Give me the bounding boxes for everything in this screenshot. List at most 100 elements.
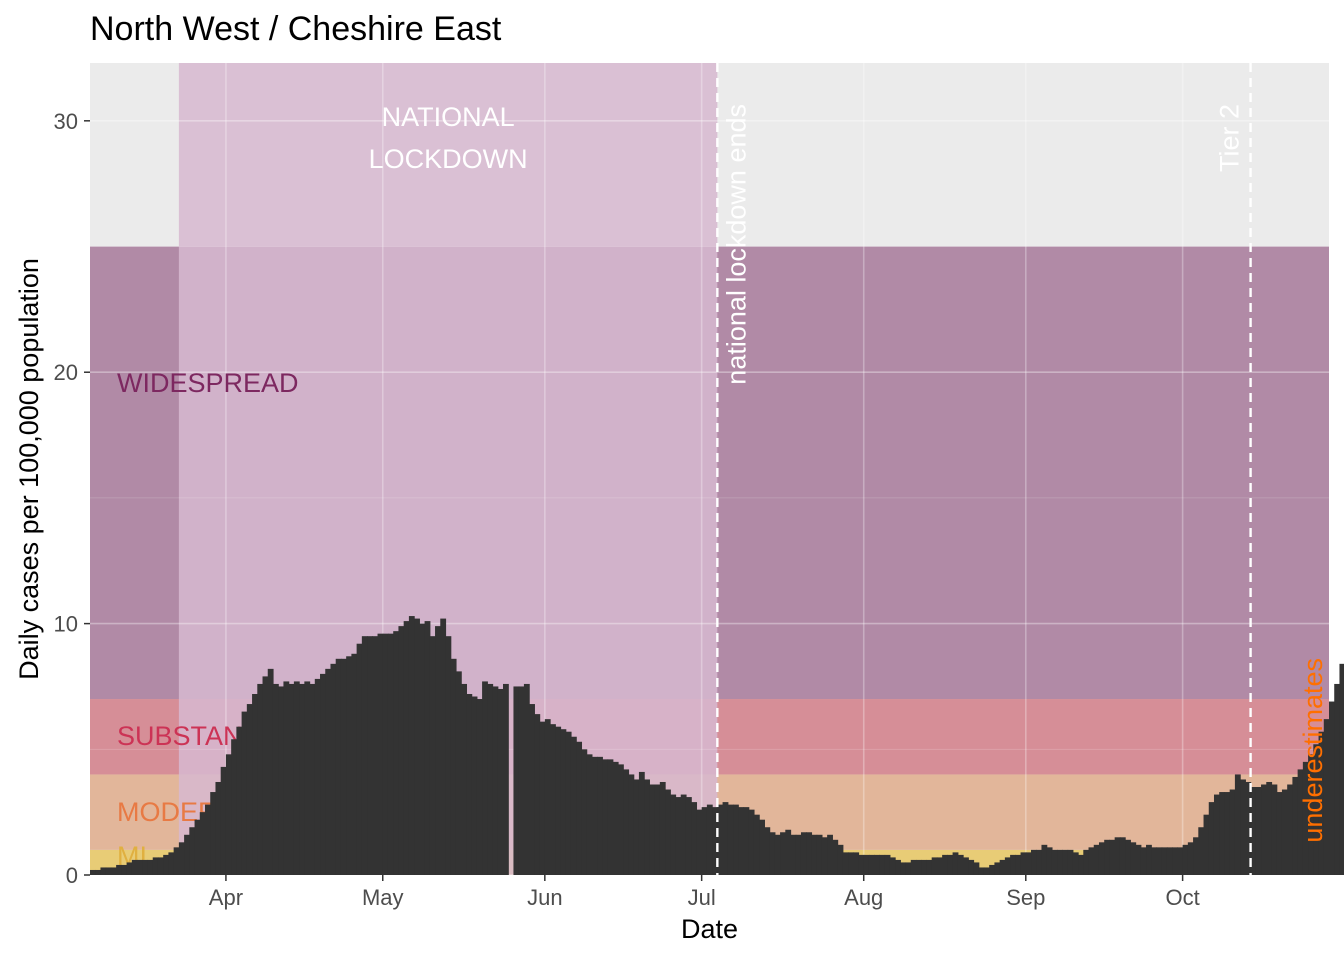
bar	[560, 729, 567, 875]
bar	[931, 857, 938, 875]
bar	[210, 792, 217, 875]
bar	[1140, 847, 1147, 875]
bar	[152, 857, 159, 875]
bar	[1051, 849, 1058, 875]
bar	[387, 633, 394, 875]
bar	[1078, 854, 1084, 875]
bar	[1323, 719, 1330, 875]
bar	[1250, 787, 1257, 875]
bar	[576, 741, 583, 875]
bar	[916, 859, 922, 875]
bar	[1234, 774, 1241, 875]
bar	[837, 844, 844, 875]
bar	[1208, 802, 1215, 875]
bar	[623, 769, 630, 875]
bar	[1104, 839, 1111, 875]
bar	[340, 658, 347, 875]
bar	[921, 859, 928, 875]
bar	[1067, 849, 1074, 875]
bar	[205, 804, 211, 875]
bar	[759, 819, 765, 875]
bar	[471, 696, 478, 875]
bar	[314, 678, 321, 875]
bar	[1308, 754, 1314, 875]
bar	[461, 683, 468, 875]
bar	[800, 832, 807, 875]
bar	[137, 859, 143, 875]
bar	[764, 827, 771, 875]
bar	[1193, 837, 1199, 875]
bar	[1135, 844, 1142, 875]
bar	[889, 857, 896, 875]
bar	[1151, 847, 1158, 875]
bar	[377, 633, 384, 875]
bar	[586, 754, 593, 875]
bar	[293, 681, 300, 875]
bar	[1010, 854, 1016, 875]
bar	[121, 864, 128, 875]
bar	[335, 658, 342, 875]
bar	[1339, 663, 1344, 875]
y-tick-label: 10	[54, 612, 78, 637]
bar	[821, 837, 828, 875]
bar	[858, 854, 865, 875]
bar	[100, 867, 107, 875]
event-label: national lockdown ends	[721, 104, 751, 385]
x-tick-label: Apr	[209, 885, 243, 910]
bar	[236, 726, 243, 875]
y-tick-label: 20	[54, 360, 78, 385]
bar	[1224, 792, 1231, 875]
bar	[116, 864, 122, 875]
bar	[90, 869, 96, 875]
bar	[487, 683, 494, 875]
bar	[1125, 839, 1131, 875]
bar	[393, 631, 400, 875]
bar	[957, 854, 964, 875]
bar	[513, 686, 520, 875]
bar	[1276, 792, 1283, 875]
bar	[131, 859, 138, 875]
bar	[597, 756, 603, 875]
bar	[612, 761, 619, 875]
bar	[262, 676, 269, 875]
bar	[633, 779, 640, 875]
bar	[492, 686, 499, 875]
y-tick-label: 0	[66, 863, 78, 888]
bar	[1240, 779, 1246, 875]
bar	[994, 862, 1001, 875]
x-tick-label: Sep	[1006, 885, 1045, 910]
bar	[712, 807, 718, 875]
bar	[665, 789, 671, 875]
bar	[398, 626, 405, 875]
bar	[241, 711, 248, 875]
bar	[1245, 781, 1252, 875]
bar	[1004, 857, 1011, 875]
lockdown-label: NATIONAL	[382, 102, 515, 132]
bar	[874, 854, 881, 875]
bar	[701, 807, 708, 875]
bar	[309, 683, 316, 875]
bar	[1219, 792, 1226, 875]
bar	[733, 804, 739, 875]
x-tick-label: Aug	[844, 885, 883, 910]
bar	[1057, 849, 1063, 875]
bar	[95, 869, 102, 875]
bar	[947, 854, 954, 875]
bar	[435, 626, 441, 875]
bar	[231, 739, 237, 875]
bar	[220, 766, 227, 875]
bar	[1266, 781, 1273, 875]
bar	[283, 681, 290, 875]
bar	[1025, 852, 1032, 875]
bar	[1072, 852, 1079, 875]
bar	[330, 663, 337, 875]
bar	[790, 834, 797, 875]
bar	[670, 794, 677, 875]
bars	[90, 616, 1344, 875]
bar	[1093, 844, 1100, 875]
bar	[534, 714, 541, 875]
bar	[848, 852, 854, 875]
bar	[769, 832, 776, 875]
bar	[346, 656, 352, 875]
bar	[748, 809, 755, 875]
